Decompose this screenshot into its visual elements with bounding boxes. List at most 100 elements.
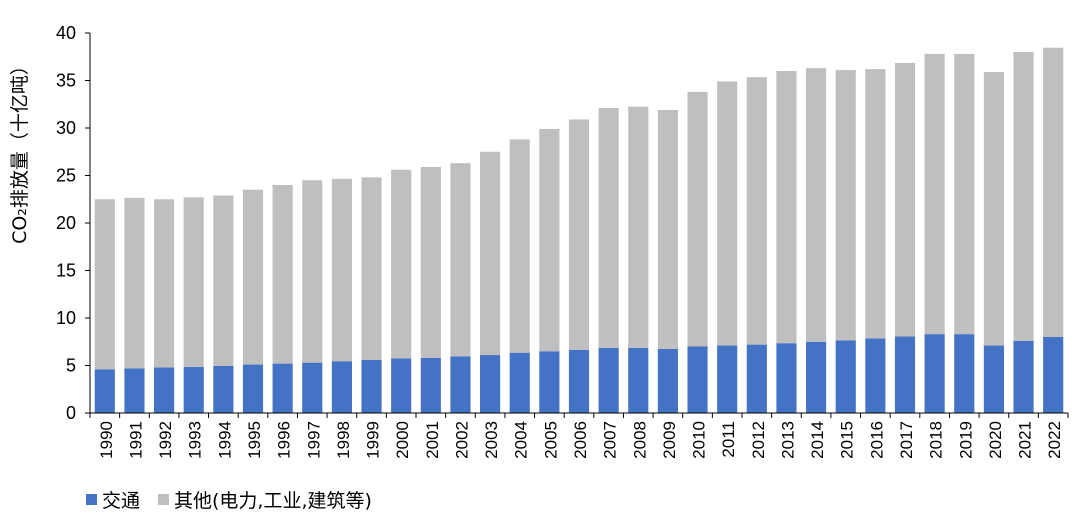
- stacked-bar-chart: 1990 1991 1992 1993 1994 1995 1996 1997 1998 1999…: [9, 23, 1069, 459]
- y-tick-label-30: 30: [56, 118, 76, 138]
- x-tick-label-2002: 2002: [452, 421, 471, 459]
- x-tick-label-2011: 2011: [719, 421, 738, 458]
- x-tick-label-2008: 2008: [630, 421, 649, 459]
- x-tick-label-2006: 2006: [571, 421, 590, 459]
- bar-other-1999: [361, 177, 382, 360]
- bar-other-2020: [983, 71, 1004, 346]
- bar-other-2006: [568, 119, 590, 350]
- x-tick-label-2013: 2013: [778, 421, 797, 459]
- bar-other-2010: [687, 91, 708, 347]
- bar-other-1994: [213, 195, 234, 366]
- x-tick-label-2009: 2009: [660, 421, 679, 459]
- bar-transport-1996: [272, 363, 293, 413]
- x-tick-label-2004: 2004: [512, 421, 531, 459]
- x-tick-label-1995: 1995: [245, 421, 264, 459]
- bar-other-1997: [302, 180, 323, 363]
- x-tick-label-2003: 2003: [482, 421, 501, 459]
- bar-other-2012: [746, 77, 767, 345]
- y-tick-label-40: 40: [56, 23, 76, 43]
- bar-other-1991: [124, 197, 145, 369]
- bar-other-2014: [806, 68, 827, 342]
- x-tick-label-2007: 2007: [601, 421, 620, 459]
- legend-item-other: 其他(电力,工业,建筑等): [158, 486, 372, 513]
- bar-other-2016: [865, 69, 886, 339]
- bar-transport-1995: [242, 364, 264, 413]
- x-tick-label-1996: 1996: [275, 421, 294, 459]
- bar-transport-2016: [865, 338, 886, 413]
- bar-transport-2010: [687, 346, 708, 413]
- bar-group: [94, 47, 1064, 414]
- bar-other-2017: [894, 62, 916, 337]
- x-tick-label-1991: 1991: [126, 421, 145, 459]
- bar-transport-2017: [894, 336, 916, 413]
- bar-transport-2011: [717, 345, 738, 413]
- bar-other-2011: [717, 81, 738, 346]
- bar-transport-1998: [331, 361, 352, 413]
- bar-transport-2005: [539, 351, 560, 413]
- y-tick-label-15: 15: [56, 261, 76, 281]
- bar-transport-2002: [450, 356, 471, 413]
- bar-other-2005: [539, 128, 560, 352]
- x-tick-label-2005: 2005: [541, 421, 560, 459]
- bar-other-2001: [420, 166, 441, 358]
- bar-other-2009: [657, 109, 678, 349]
- bar-other-1996: [272, 185, 293, 364]
- bar-other-2022: [1043, 47, 1064, 337]
- x-tick-label-1993: 1993: [186, 421, 205, 459]
- bar-other-1992: [154, 199, 175, 368]
- bar-other-2019: [954, 53, 975, 335]
- x-tick-label-1992: 1992: [156, 421, 175, 459]
- bar-other-1998: [331, 178, 352, 362]
- bar-transport-2009: [657, 348, 678, 414]
- x-tick-label-2022: 2022: [1045, 421, 1064, 459]
- x-tick-label-2010: 2010: [690, 421, 709, 459]
- legend-item-transport: 交通: [86, 486, 140, 513]
- bar-transport-2019: [954, 334, 975, 413]
- x-tick-label-2014: 2014: [808, 421, 827, 459]
- bar-transport-2014: [806, 341, 827, 413]
- legend-swatch-transport: [86, 494, 97, 505]
- bar-other-2018: [924, 53, 945, 335]
- y-tick-label-25: 25: [56, 166, 76, 186]
- bar-other-2002: [450, 163, 471, 357]
- axes: 1990 1991 1992 1993 1994 1995 1996 1997 1998 1999…: [56, 23, 1069, 459]
- bar-transport-1990: [94, 369, 115, 413]
- legend-swatch-other: [158, 494, 170, 505]
- bar-transport-2022: [1043, 337, 1064, 413]
- bar-other-2013: [776, 71, 797, 344]
- bar-transport-1997: [302, 362, 323, 413]
- bar-transport-2007: [598, 347, 619, 413]
- x-tick-label-2020: 2020: [986, 421, 1005, 459]
- bar-transport-2008: [628, 347, 649, 413]
- x-tick-label-2021: 2021: [1016, 421, 1035, 459]
- x-tick-label-2001: 2001: [423, 421, 442, 459]
- bar-transport-1999: [361, 359, 382, 413]
- bar-transport-2001: [420, 357, 441, 413]
- y-axis-title: CO₂排放量（十亿吨）: [9, 56, 31, 244]
- bar-transport-2020: [983, 345, 1004, 413]
- x-tick-label-1997: 1997: [304, 421, 323, 459]
- bar-transport-1992: [154, 367, 175, 413]
- x-tick-label-2015: 2015: [838, 421, 857, 459]
- bar-other-2015: [835, 70, 856, 341]
- x-tick-label-2018: 2018: [927, 421, 946, 459]
- x-tick-label-2012: 2012: [749, 421, 768, 459]
- y-tick-label-35: 35: [56, 71, 76, 91]
- x-tick-label-1990: 1990: [97, 421, 116, 459]
- y-tick-label-0: 0: [66, 403, 76, 423]
- bar-other-1993: [183, 197, 204, 367]
- legend: 交通 其他(电力,工业,建筑等): [86, 486, 390, 513]
- bar-transport-2003: [480, 355, 501, 413]
- bar-transport-2004: [509, 352, 530, 413]
- bar-transport-2006: [568, 349, 590, 413]
- legend-label-other: 其他(电力,工业,建筑等): [174, 490, 372, 512]
- bar-other-1990: [94, 199, 115, 370]
- bar-other-2021: [1013, 52, 1034, 341]
- bar-other-2007: [598, 108, 619, 348]
- x-tick-label-2000: 2000: [393, 421, 412, 459]
- y-tick-label-10: 10: [56, 308, 76, 328]
- x-tick-label-1999: 1999: [364, 421, 383, 459]
- y-tick-label-20: 20: [56, 213, 76, 233]
- x-tick-label-2019: 2019: [956, 421, 975, 459]
- bar-transport-2021: [1013, 340, 1034, 413]
